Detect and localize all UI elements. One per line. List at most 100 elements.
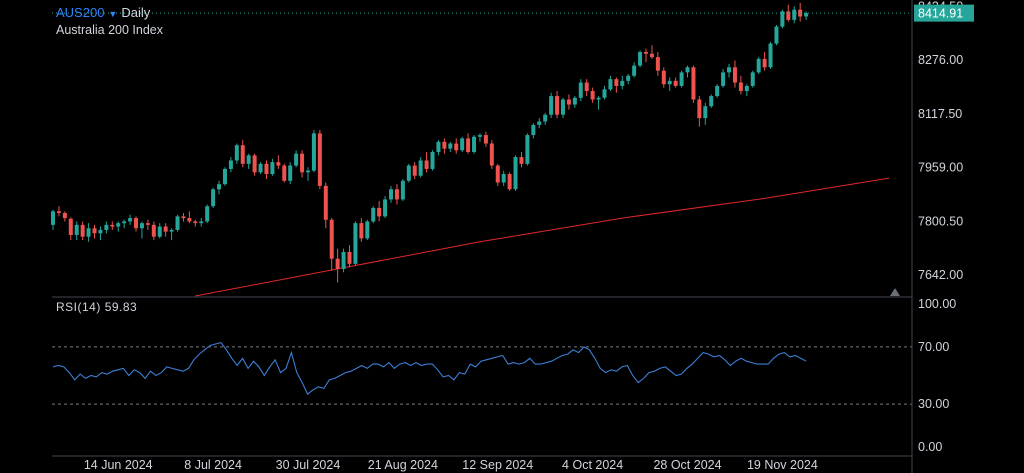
candle bbox=[217, 180, 222, 195]
candle-body bbox=[430, 152, 435, 169]
candle bbox=[495, 163, 500, 186]
time-tick-label: 30 Jul 2024 bbox=[276, 458, 341, 472]
candle-body bbox=[163, 226, 168, 232]
candle bbox=[620, 75, 625, 90]
candle-body bbox=[288, 165, 293, 181]
candle bbox=[157, 223, 162, 239]
timeframe-label[interactable]: Daily bbox=[121, 5, 151, 20]
rsi-axis[interactable]: 100.00 70.00 30.00 0.00 bbox=[918, 297, 956, 454]
price-axis[interactable]: 8276.008117.507959.007800.507642.008434.… bbox=[918, 0, 963, 282]
candle-body bbox=[537, 121, 542, 125]
candle-body bbox=[448, 143, 453, 149]
candle-body bbox=[436, 141, 441, 152]
candle bbox=[264, 160, 269, 180]
triangle-marker-icon bbox=[890, 288, 900, 296]
candle-body bbox=[116, 223, 121, 227]
candle bbox=[792, 6, 797, 24]
rsi-legend-label: RSI(14) bbox=[56, 300, 101, 314]
candle bbox=[626, 74, 631, 85]
candle bbox=[691, 65, 696, 103]
candle-body bbox=[578, 82, 583, 98]
candle bbox=[240, 140, 245, 168]
candle-body bbox=[679, 72, 684, 86]
candle bbox=[697, 96, 702, 127]
candle bbox=[187, 211, 192, 224]
candle bbox=[276, 155, 281, 169]
candle bbox=[329, 218, 334, 271]
candle-body bbox=[157, 226, 162, 237]
candle bbox=[389, 185, 394, 203]
candle bbox=[560, 97, 565, 119]
candle bbox=[323, 182, 328, 229]
price-tick-label: 8117.50 bbox=[918, 107, 962, 121]
candle-body bbox=[222, 168, 227, 185]
candle-body bbox=[217, 184, 222, 190]
candle bbox=[193, 219, 198, 227]
candle-body bbox=[750, 72, 755, 86]
candle bbox=[756, 57, 761, 75]
candle-body bbox=[472, 136, 477, 152]
candle-body bbox=[139, 223, 144, 229]
candle bbox=[317, 129, 322, 190]
candle-body bbox=[199, 221, 204, 224]
candle bbox=[341, 248, 346, 273]
candle bbox=[602, 85, 607, 100]
candle-body bbox=[294, 153, 299, 166]
instrument-name: Australia 200 Index bbox=[56, 23, 164, 37]
price-tick-label: 8276.00 bbox=[918, 53, 963, 67]
candle bbox=[531, 123, 536, 139]
candle-body bbox=[246, 155, 251, 164]
candle bbox=[596, 96, 601, 110]
price-tick-label: 7642.00 bbox=[918, 268, 963, 282]
candle-body bbox=[632, 65, 637, 76]
candle bbox=[667, 77, 672, 92]
candle bbox=[750, 70, 755, 88]
rsi-tick-label: 70.00 bbox=[918, 340, 949, 354]
candle bbox=[768, 41, 773, 69]
candle bbox=[181, 212, 186, 222]
candle-body bbox=[412, 165, 417, 176]
candle bbox=[703, 102, 708, 125]
candle bbox=[175, 214, 180, 232]
candle bbox=[685, 65, 690, 78]
candle-body bbox=[181, 216, 186, 219]
candle bbox=[715, 84, 720, 98]
candle bbox=[454, 138, 459, 154]
candle-body bbox=[614, 79, 619, 86]
candle-body bbox=[383, 199, 388, 217]
candle-body bbox=[347, 251, 352, 264]
candle-body bbox=[270, 162, 275, 175]
candle-body bbox=[756, 58, 761, 73]
candle-body bbox=[300, 153, 305, 173]
candle-body bbox=[549, 96, 554, 115]
symbol-label[interactable]: AUS200 bbox=[56, 5, 105, 20]
candle-body bbox=[211, 189, 216, 207]
caret-down-icon[interactable]: ▼ bbox=[108, 9, 118, 19]
time-axis[interactable]: 14 Jun 2024 8 Jul 2024 30 Jul 2024 21 Aug 2… bbox=[84, 458, 818, 472]
candle bbox=[199, 218, 204, 227]
candle bbox=[774, 24, 779, 46]
candle-body bbox=[205, 206, 210, 222]
candle-body bbox=[134, 218, 139, 229]
candle bbox=[311, 129, 316, 173]
candle-body bbox=[460, 138, 465, 151]
candle bbox=[804, 11, 809, 20]
candle bbox=[430, 150, 435, 171]
candle-body bbox=[258, 163, 263, 173]
candle-body bbox=[353, 223, 358, 264]
candle bbox=[644, 48, 648, 63]
candle-body bbox=[110, 224, 115, 227]
candle-body bbox=[80, 224, 85, 237]
candle bbox=[294, 150, 299, 168]
candle bbox=[74, 221, 79, 241]
candle bbox=[80, 221, 85, 241]
candle bbox=[62, 211, 67, 222]
candle-body bbox=[495, 165, 500, 183]
candle-body bbox=[264, 163, 269, 175]
candle-body bbox=[406, 165, 411, 181]
candle-body bbox=[335, 258, 340, 269]
candle bbox=[163, 223, 168, 237]
price-tick-label: 7959.00 bbox=[918, 161, 963, 175]
candle-body bbox=[685, 67, 690, 73]
candle-body bbox=[252, 155, 257, 173]
